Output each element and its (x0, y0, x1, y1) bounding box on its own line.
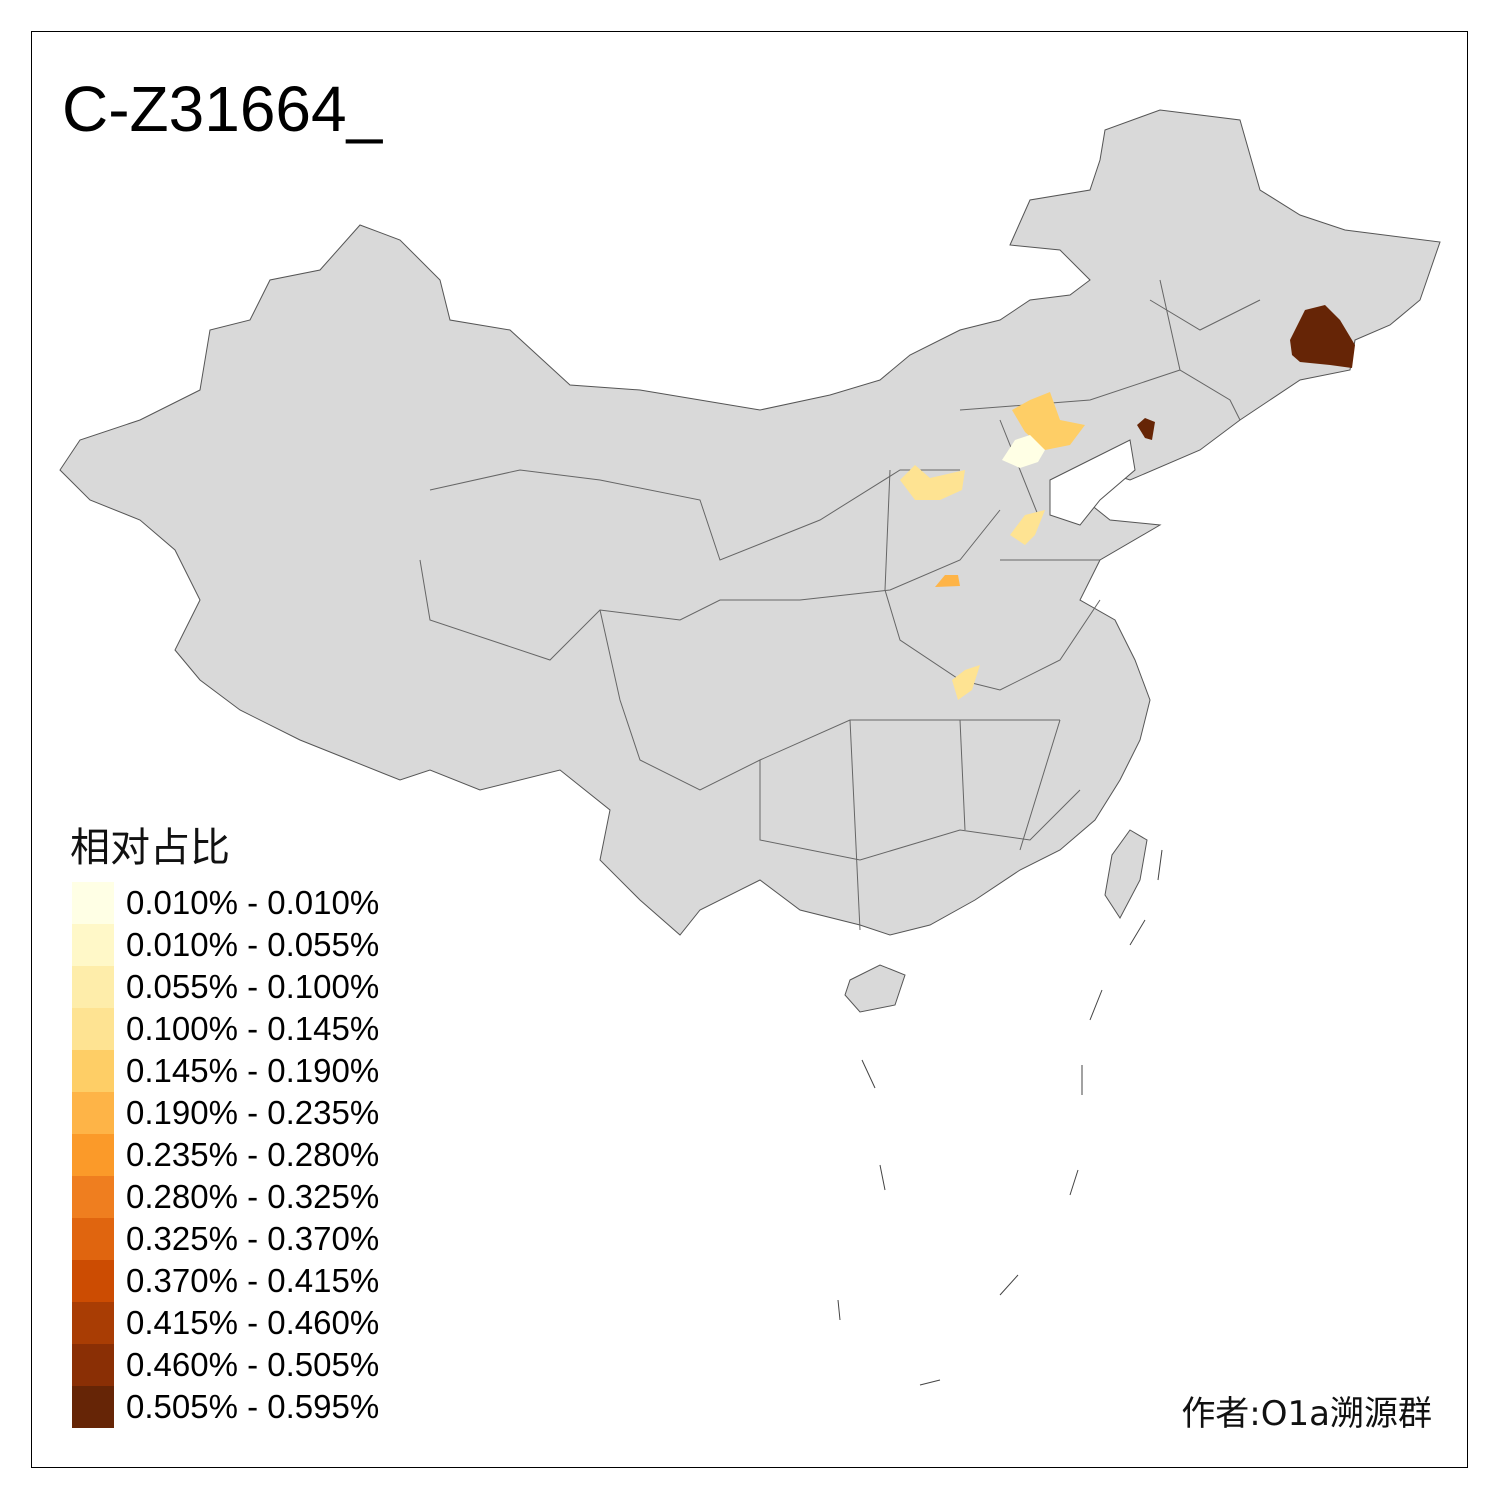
legend-swatch (72, 1008, 114, 1050)
legend-swatch (72, 1092, 114, 1134)
legend-label: 0.280% - 0.325% (126, 1178, 380, 1215)
bohai-sea (1049, 439, 1136, 526)
legend-item: 0.055% - 0.100% (72, 966, 379, 1008)
legend-label: 0.325% - 0.370% (126, 1220, 380, 1257)
area-zhangjiakou-south (1002, 435, 1045, 468)
legend-swatch (72, 882, 114, 924)
legend-label: 0.100% - 0.145% (126, 1010, 380, 1047)
legend-item: 0.505% - 0.595% (72, 1386, 379, 1428)
legend-swatch (72, 1302, 114, 1344)
legend-item: 0.100% - 0.145% (72, 1008, 379, 1050)
map-title: C-Z31664_ (62, 73, 383, 145)
legend-item: 0.415% - 0.460% (72, 1302, 379, 1344)
legend-label: 0.415% - 0.460% (126, 1304, 380, 1341)
hainan-island (844, 964, 906, 1013)
legend: 0.010% - 0.010% 0.010% - 0.055% 0.055% - 0… (72, 882, 379, 1428)
legend-label: 0.145% - 0.190% (126, 1052, 380, 1089)
legend-item: 0.010% - 0.055% (72, 924, 379, 966)
china-mainland (59, 109, 1441, 936)
map-frame (31, 31, 1468, 1468)
legend-item: 0.370% - 0.415% (72, 1260, 379, 1302)
legend-swatch (72, 966, 114, 1008)
legend-swatch (72, 924, 114, 966)
taiwan-island (1104, 829, 1148, 919)
author-credit: 作者:O1a溯源群 (1181, 1394, 1432, 1434)
area-hebei-south (1010, 510, 1045, 545)
legend-label: 0.010% - 0.010% (126, 884, 380, 921)
legend-swatch (72, 1176, 114, 1218)
area-shanxi-south (935, 575, 960, 587)
legend-item: 0.325% - 0.370% (72, 1218, 379, 1260)
legend-label: 0.010% - 0.055% (126, 926, 380, 963)
highlighted-areas (900, 305, 1355, 700)
legend-label: 0.055% - 0.100% (126, 968, 380, 1005)
legend-label: 0.460% - 0.505% (126, 1346, 380, 1383)
south-china-sea-islands (837, 849, 1163, 1386)
legend-swatch (72, 1260, 114, 1302)
legend-swatch (72, 1134, 114, 1176)
area-dalian-north (1137, 418, 1155, 440)
legend-label: 0.190% - 0.235% (126, 1094, 380, 1131)
area-shanxi-north (900, 465, 965, 500)
legend-item: 0.145% - 0.190% (72, 1050, 379, 1092)
legend-item: 0.460% - 0.505% (72, 1344, 379, 1386)
legend-item: 0.010% - 0.010% (72, 882, 379, 924)
legend-swatch (72, 1218, 114, 1260)
legend-item: 0.190% - 0.235% (72, 1092, 379, 1134)
legend-label: 0.235% - 0.280% (126, 1136, 380, 1173)
legend-label: 0.505% - 0.595% (126, 1388, 380, 1425)
legend-swatch (72, 1386, 114, 1428)
area-henan-south (952, 665, 980, 700)
legend-swatch (72, 1344, 114, 1386)
legend-item: 0.280% - 0.325% (72, 1176, 379, 1218)
legend-label: 0.370% - 0.415% (126, 1262, 380, 1299)
area-mudanjiang (1290, 305, 1355, 368)
legend-title: 相对占比 (70, 825, 230, 871)
legend-swatch (72, 1050, 114, 1092)
legend-item: 0.235% - 0.280% (72, 1134, 379, 1176)
